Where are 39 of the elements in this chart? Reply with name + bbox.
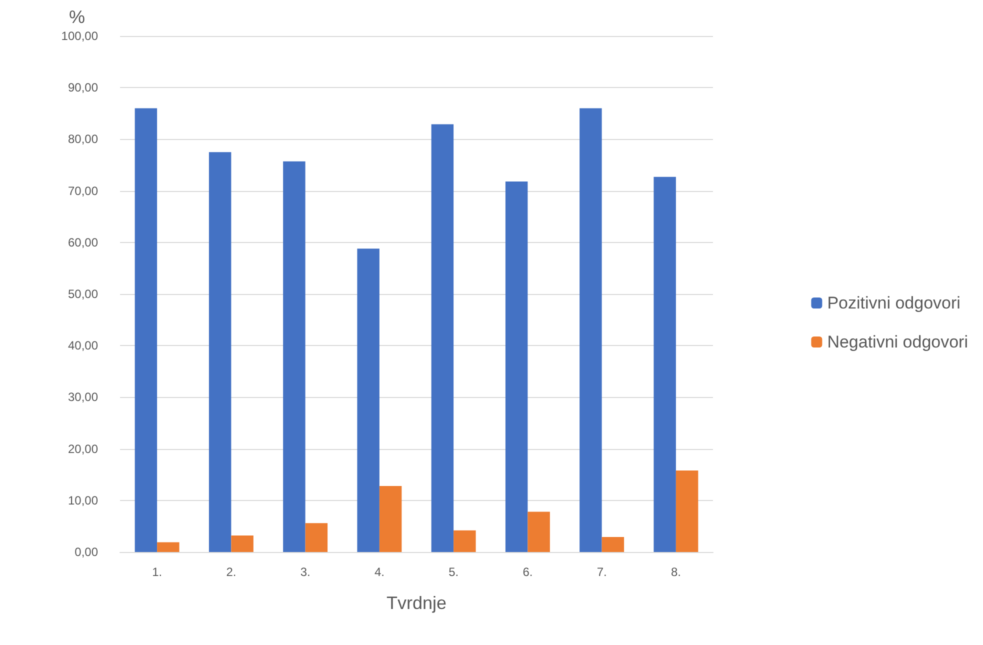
y-tick-label: 50,00 xyxy=(68,287,98,301)
bar xyxy=(157,542,180,552)
y-tick-label: 80,00 xyxy=(68,132,98,146)
y-tick-label: 20,00 xyxy=(68,442,98,456)
bar xyxy=(134,108,158,552)
bar xyxy=(602,537,624,552)
x-axis-title: Tvrdnje xyxy=(386,593,447,613)
y-tick-label: 70,00 xyxy=(68,184,98,198)
y-tick-label: 10,00 xyxy=(68,493,98,508)
legend-label: Pozitivni odgovori xyxy=(827,294,960,312)
x-tick-label: 1. xyxy=(152,565,162,579)
y-tick-label: 90,00 xyxy=(68,80,98,95)
y-axis-title: % xyxy=(68,7,85,27)
x-tick-label: 4. xyxy=(374,565,384,579)
bar xyxy=(305,523,328,552)
x-tick-label: 6. xyxy=(522,565,533,579)
x-tick-label: 8. xyxy=(670,565,681,579)
bar xyxy=(357,248,380,552)
bar xyxy=(454,530,476,552)
x-tick-label: 7. xyxy=(596,565,607,579)
bar xyxy=(231,535,254,552)
y-tick-label: 30,00 xyxy=(68,390,98,404)
y-tick-label: 100,00 xyxy=(61,29,98,43)
x-tick-label: 5. xyxy=(448,565,459,579)
legend-label: Negativni odgovori xyxy=(827,332,968,352)
y-tick-label: 0,00 xyxy=(74,545,98,559)
bar xyxy=(654,176,676,552)
bar xyxy=(580,108,602,552)
y-tick-label: 40,00 xyxy=(68,338,98,353)
bar xyxy=(528,512,550,552)
x-tick-label: 2. xyxy=(226,565,236,579)
bar xyxy=(208,152,232,552)
x-tick-label: 3. xyxy=(300,565,310,579)
bar xyxy=(676,470,698,552)
bar xyxy=(431,124,454,552)
bar xyxy=(283,161,306,552)
bar xyxy=(505,182,528,552)
y-tick-label: 60,00 xyxy=(68,235,98,250)
bar xyxy=(379,486,402,552)
